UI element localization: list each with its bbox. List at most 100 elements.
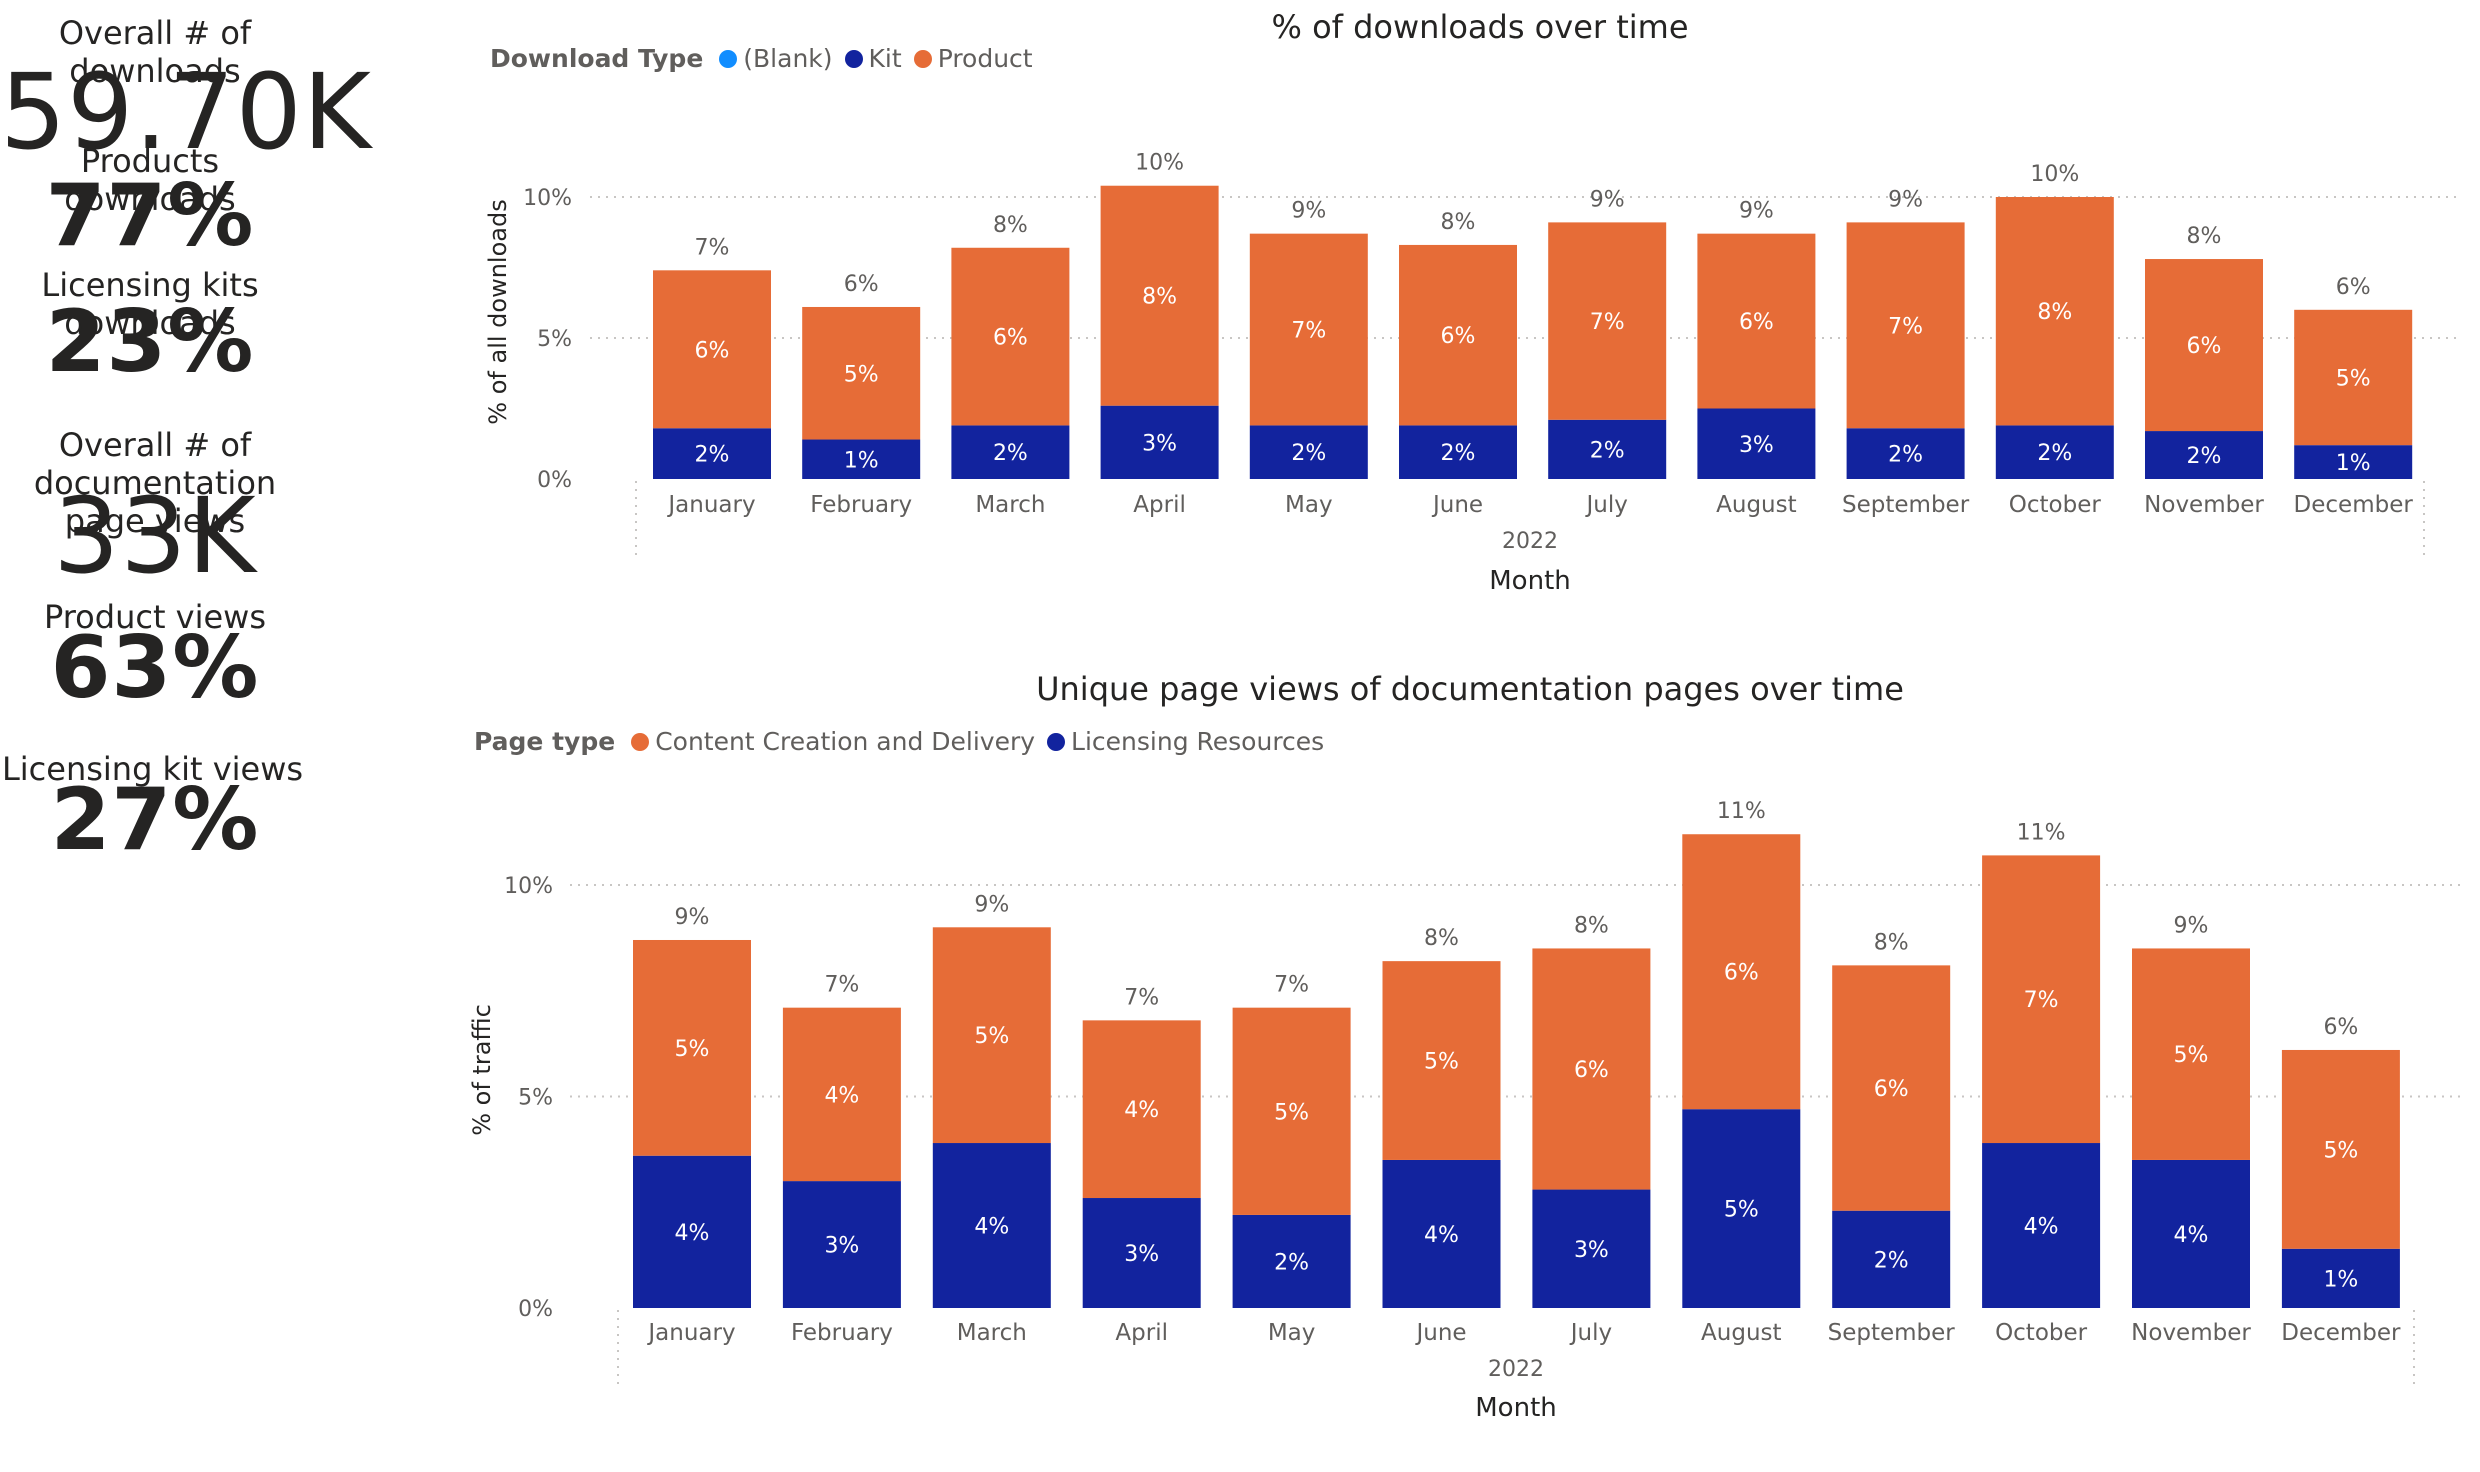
docviews-kpi-label-line1: Overall # of documentation [33, 426, 277, 502]
blank-dot-icon [719, 49, 738, 68]
kits-downloads-value: 23% [45, 292, 255, 392]
downloads-data-label: 6% [695, 338, 730, 363]
pageviews-data-label: 2% [1874, 1248, 1909, 1273]
legend-item-kit[interactable]: Kit [844, 44, 902, 73]
pageviews-data-label: 6% [1574, 1058, 1609, 1083]
pageviews-x-tick-label: December [2281, 1320, 2401, 1346]
downloads-bar-product [1548, 222, 1667, 420]
downloads-data-label: 8% [2037, 300, 2072, 325]
downloads-data-label: 3% [1142, 431, 1177, 456]
legend-label-product: Product [937, 44, 1033, 73]
pageviews-data-label: 4% [824, 1083, 859, 1108]
pageviews-bar-licensing-resources [1082, 1198, 1201, 1308]
pageviews-total-label: 8% [1574, 913, 1609, 938]
pageviews-x-tick-label: November [2131, 1320, 2251, 1346]
pageviews-bar-content-creation-and-delivery [1982, 855, 2101, 1144]
legend-item-licensing-resources[interactable]: Licensing Resources [1047, 727, 1324, 756]
downloads-data-label: 2% [2037, 441, 2072, 466]
pageviews-data-label: 4% [1124, 1098, 1159, 1123]
downloads-bar-product [653, 270, 771, 429]
downloads-bar-kit [1399, 425, 1517, 479]
downloads-bar-kit [1697, 408, 1816, 479]
downloads-total-label: 8% [2187, 224, 2222, 249]
downloads-bar-kit [951, 425, 1070, 479]
downloads-total-label: 6% [2336, 275, 2371, 300]
downloads-x-tick-label: March [975, 492, 1045, 518]
pageviews-bar-licensing-resources [1682, 1109, 1801, 1308]
downloads-bar-product [951, 247, 1070, 426]
pageviews-data-label: 2% [1274, 1250, 1309, 1275]
docviews-kpi-label: Overall # of documentation page views [0, 426, 310, 540]
pageviews-data-label: 5% [1274, 1100, 1309, 1125]
downloads-y-tick-label: 10% [523, 186, 572, 211]
downloads-data-label: 8% [1142, 285, 1177, 310]
pageviews-bar-licensing-resources [1382, 1159, 1501, 1308]
downloads-bar-product [1846, 222, 1965, 429]
pageviews-legend: Page type Content Creation and Delivery … [474, 727, 1336, 756]
productviews-label: Product views [43, 598, 267, 636]
downloads-data-label: 5% [2336, 366, 2371, 391]
downloads-x-tick-label: December [2294, 492, 2414, 518]
downloads-data-label: 7% [1291, 319, 1326, 344]
pageviews-x-axis-title: Month [1475, 1393, 1557, 1423]
pageviews-bar-licensing-resources [1232, 1214, 1351, 1308]
legend-item-blank[interactable]: (Blank) [719, 44, 833, 73]
downloads-total-label: 9% [1590, 187, 1625, 212]
downloads-x-tick-label: May [1285, 492, 1333, 518]
downloads-stacked-bar-chart: 0% 5% 10% % of all downloads 2% 6% 7% January 1%… [484, 151, 2460, 596]
pageviews-data-label: 4% [974, 1215, 1009, 1240]
pageviews-x-tick-label: July [1569, 1320, 1612, 1346]
pageviews-data-label: 3% [824, 1234, 859, 1259]
pageviews-bar-content-creation-and-delivery [1832, 965, 1951, 1211]
pageviews-bar-content-creation-and-delivery [1382, 961, 1501, 1160]
downloads-bar-kit [1846, 428, 1965, 479]
pageviews-data-label: 5% [1724, 1198, 1759, 1223]
pageviews-x-tick-label: February [791, 1320, 893, 1346]
legend-item-content-creation[interactable]: Content Creation and Delivery [631, 727, 1035, 756]
pageviews-bar-content-creation-and-delivery [2281, 1049, 2400, 1249]
downloads-data-label: 6% [1441, 324, 1476, 349]
pageviews-data-label: 5% [1424, 1050, 1459, 1075]
downloads-y-tick-label: 0% [537, 468, 572, 493]
downloads-data-label: 2% [1590, 438, 1625, 463]
downloads-y-tick-label: 5% [537, 327, 572, 352]
products-downloads-label: Products downloads [64, 142, 236, 218]
downloads-data-label: 2% [1888, 443, 1923, 468]
legend-item-product[interactable]: Product [913, 44, 1033, 73]
pageviews-data-label: 6% [1724, 961, 1759, 986]
licensing-resources-dot-icon [1047, 732, 1066, 751]
pageviews-bar-licensing-resources [633, 1155, 751, 1308]
pageviews-data-label: 3% [1574, 1238, 1609, 1263]
downloads-bar-product [2145, 259, 2263, 432]
docviews-kpi-value: 33K [53, 475, 257, 597]
downloads-bar-product [802, 306, 921, 440]
downloads-bar-kit [653, 428, 771, 479]
legend-label-blank: (Blank) [743, 44, 833, 73]
pageviews-bar-content-creation-and-delivery [1532, 948, 1651, 1190]
pageviews-y-axis-title: % of traffic [468, 1004, 496, 1136]
pageviews-total-label: 7% [1274, 973, 1309, 998]
pageviews-x-tick-label: April [1115, 1320, 1168, 1346]
pageviews-data-label: 4% [1424, 1223, 1459, 1248]
downloads-x-tick-label: February [810, 492, 912, 518]
pageviews-x-tick-label: May [1268, 1320, 1316, 1346]
pageviews-data-label: 5% [2174, 1043, 2209, 1068]
product-dot-icon [913, 49, 932, 68]
pageviews-bar-licensing-resources [1832, 1210, 1951, 1308]
downloads-total-label: 7% [695, 235, 730, 260]
legend-label-content-creation: Content Creation and Delivery [655, 727, 1036, 756]
downloads-data-label: 3% [1739, 433, 1774, 458]
pageviews-bar-content-creation-and-delivery [782, 1007, 901, 1182]
downloads-bar-product [1697, 233, 1816, 409]
downloads-x-tick-label: April [1133, 492, 1186, 518]
downloads-data-label: 2% [993, 441, 1028, 466]
downloads-x-tick-label: June [1431, 492, 1483, 518]
pageviews-bar-licensing-resources [2132, 1159, 2250, 1308]
pageviews-x-tick-label: September [1828, 1320, 1956, 1346]
downloads-year-label: 2022 [1502, 529, 1558, 554]
downloads-legend-title: Download Type [490, 44, 704, 73]
downloads-total-label: 9% [1739, 199, 1774, 224]
pageviews-total-label: 8% [1424, 926, 1459, 951]
downloads-data-label: 2% [2187, 444, 2222, 469]
pageviews-y-tick-label: 0% [518, 1297, 553, 1322]
